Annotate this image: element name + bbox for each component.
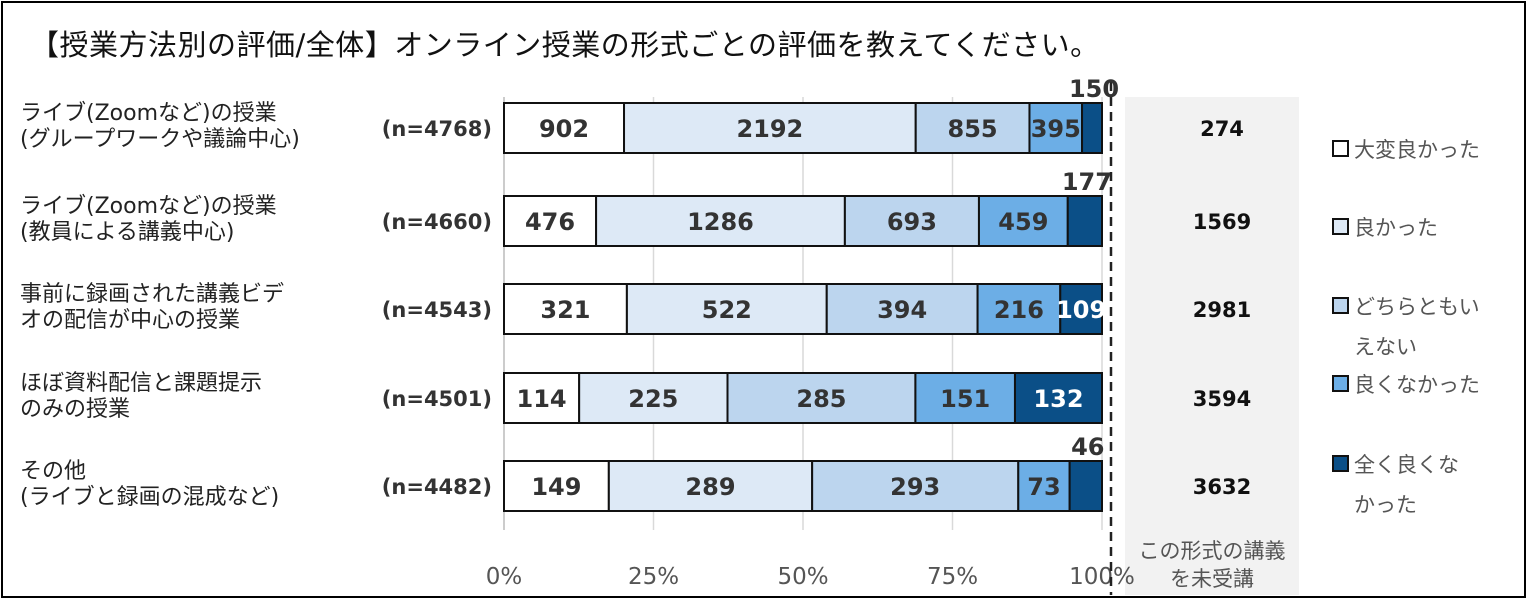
data-label: 476: [525, 208, 575, 236]
category-label: オの配信が中心の授業: [20, 308, 240, 333]
not-taken-value: 3594: [1193, 387, 1251, 411]
bar-segment: [625, 283, 828, 335]
legend-swatch: [1332, 297, 1349, 314]
bar-segment: [503, 460, 610, 512]
data-label: 46: [1071, 433, 1104, 461]
bar-segment: [1066, 195, 1103, 247]
category-label: ライブ(Zoomなど)の授業: [20, 101, 277, 126]
bar-segment: [1028, 102, 1084, 154]
category-label: ライブ(Zoomなど)の授業: [20, 194, 277, 219]
data-label: 1286: [687, 208, 754, 236]
data-label: 225: [628, 385, 678, 413]
data-label: 459: [998, 208, 1048, 236]
legend-swatch: [1332, 140, 1349, 157]
legend-label: 全く良くな: [1354, 453, 1459, 477]
sample-size-label: (n=4501): [382, 387, 492, 411]
category-label: (ライブと録画の混成など): [20, 485, 279, 510]
bar-segment: [578, 372, 729, 424]
not-taken-value: 1569: [1193, 210, 1251, 234]
data-label: 73: [1027, 473, 1060, 501]
legend-swatch: [1332, 218, 1349, 235]
not-taken-value: 274: [1200, 117, 1244, 141]
bar-segment: [607, 460, 814, 512]
data-label: 321: [540, 296, 590, 324]
bar-segment: [977, 195, 1069, 247]
legend-label: 良くなかった: [1354, 373, 1480, 397]
bar-segment: [503, 195, 598, 247]
sample-size-label: (n=4482): [382, 475, 492, 499]
bar-segment: [914, 372, 1016, 424]
data-label: 132: [1033, 385, 1083, 413]
x-tick-label: 100%: [1069, 564, 1135, 590]
legend-swatch: [1332, 375, 1349, 392]
data-label: 109: [1056, 296, 1106, 324]
bar-segment: [1013, 372, 1103, 424]
data-label: 693: [887, 208, 937, 236]
bar-segment: [1068, 460, 1104, 512]
data-label: 285: [796, 385, 846, 413]
data-label: 522: [702, 296, 752, 324]
data-label: 149: [531, 473, 581, 501]
bar-segment: [1081, 102, 1103, 154]
legend-label: 大変良かった: [1354, 138, 1480, 162]
legend-label: えない: [1354, 335, 1417, 359]
data-label: 2192: [736, 115, 803, 143]
data-label: 150: [1069, 75, 1119, 103]
bar-segment: [623, 102, 917, 154]
data-label: 289: [685, 473, 735, 501]
data-label: 216: [994, 296, 1044, 324]
bar-segment: [914, 102, 1031, 154]
category-label: ほぼ資料配信と課題提示: [20, 371, 262, 396]
not-taken-column-bg: [1125, 97, 1299, 595]
data-label: 902: [539, 115, 589, 143]
sample-size-label: (n=4543): [382, 298, 492, 322]
x-tick-label: 0%: [486, 564, 523, 590]
bar-segment: [825, 283, 979, 335]
bar-segment: [1059, 283, 1103, 335]
not-taken-label: この形式の講義: [1139, 539, 1286, 563]
category-label: 事前に録画された講義ビデ: [20, 282, 284, 307]
data-label: 293: [890, 473, 940, 501]
category-label: その他: [20, 459, 86, 484]
category-label: のみの授業: [20, 397, 130, 422]
data-label: 395: [1031, 115, 1081, 143]
chart-title: 【授業方法別の評価/全体】オンライン授業の形式ごとの評価を教えてください。: [30, 28, 1100, 62]
x-tick-label: 50%: [777, 564, 828, 590]
data-label: 177: [1062, 168, 1112, 196]
sample-size-label: (n=4768): [382, 117, 492, 141]
bar-segment: [595, 195, 846, 247]
bar-segment: [726, 372, 917, 424]
bar-segment: [843, 195, 980, 247]
not-taken-label: を未受講: [1170, 567, 1254, 591]
bar-segment: [503, 372, 581, 424]
legend-label: 良かった: [1354, 216, 1438, 240]
data-label: 394: [877, 296, 927, 324]
bar-segment: [503, 283, 628, 335]
data-label: 114: [517, 385, 567, 413]
legend-label: かった: [1354, 493, 1417, 517]
category-label: (教員による講義中心): [20, 220, 235, 245]
not-taken-value: 3632: [1193, 475, 1251, 499]
legend-label: どちらともい: [1354, 295, 1480, 319]
category-label: (グループワークや議論中心): [20, 127, 300, 152]
sample-size-label: (n=4660): [382, 210, 492, 234]
legend-swatch: [1332, 455, 1349, 472]
data-label: 151: [940, 385, 990, 413]
x-tick-label: 75%: [927, 564, 978, 590]
not-taken-value: 2981: [1193, 298, 1251, 322]
x-tick-label: 25%: [628, 564, 679, 590]
data-label: 855: [948, 115, 998, 143]
bar-segment: [811, 460, 1020, 512]
